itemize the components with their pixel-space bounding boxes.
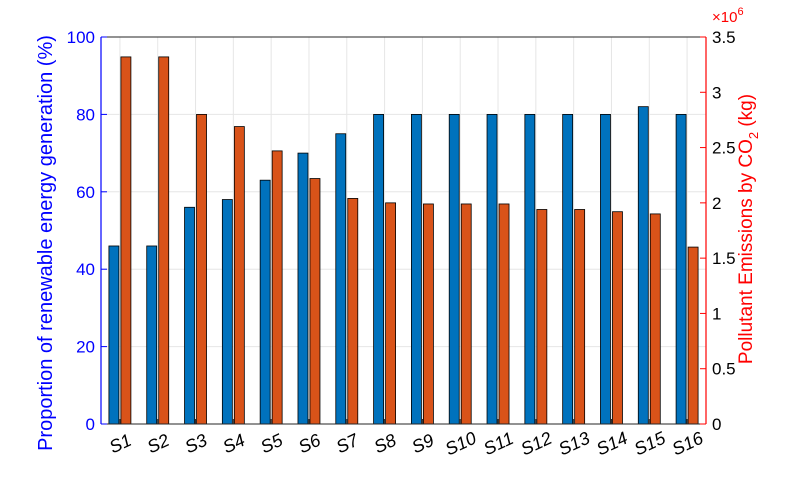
bar-renewable-S5 bbox=[259, 179, 271, 425]
bar-emissions-S3 bbox=[196, 114, 207, 425]
bar-emissions-S13 bbox=[574, 209, 586, 425]
x-tick-label: S12 bbox=[518, 428, 555, 460]
bar-emissions-S1 bbox=[120, 56, 132, 425]
x-tick-label: S9 bbox=[409, 430, 437, 457]
bar-emissions-S7 bbox=[347, 198, 359, 425]
x-tick-label: S5 bbox=[257, 429, 286, 457]
bar-renewable-S8 bbox=[373, 114, 384, 425]
x-tick-label: S6 bbox=[295, 429, 324, 457]
x-tick-label: S4 bbox=[220, 430, 248, 457]
bar-emissions-S2 bbox=[158, 56, 170, 425]
y-axis-label-right-tail: (kg) bbox=[736, 94, 757, 132]
bar-emissions-S15 bbox=[649, 213, 661, 425]
y-tick-label-right: 0.5 bbox=[712, 360, 736, 379]
bar-renewable-S9 bbox=[411, 114, 422, 425]
bar-emissions-S9 bbox=[423, 203, 434, 425]
x-tick-label: S8 bbox=[371, 430, 399, 457]
y-axis-label-right: Pollutant Emissions by CO2 (kg) bbox=[736, 94, 761, 364]
bar-emissions-S11 bbox=[498, 203, 510, 425]
axes-layer bbox=[100, 36, 707, 425]
bar-renewable-S2 bbox=[146, 245, 158, 425]
x-tick-label: S2 bbox=[144, 430, 172, 457]
bar-renewable-S16 bbox=[675, 114, 687, 425]
x-tick-label: S16 bbox=[669, 427, 707, 459]
y-tick-label-right: 1 bbox=[712, 304, 721, 323]
y-tick-label-right: 1.5 bbox=[712, 249, 736, 268]
y-axis-label-right-main: Pollutant Emissions by CO bbox=[736, 139, 757, 364]
y-tick-label-left: 40 bbox=[76, 260, 95, 279]
y-tick-label-left: 60 bbox=[76, 183, 95, 202]
bar-renewable-S10 bbox=[448, 114, 460, 425]
bar-renewable-S15 bbox=[637, 106, 649, 425]
x-tick-label: S3 bbox=[182, 430, 210, 457]
y-tick-label-left: 100 bbox=[67, 28, 95, 47]
x-tick-label: S15 bbox=[631, 427, 669, 459]
x-tick-label: S1 bbox=[106, 430, 134, 457]
bars-layer bbox=[108, 56, 699, 425]
x-tick-label: S14 bbox=[593, 428, 630, 460]
bar-renewable-S3 bbox=[184, 206, 195, 425]
bar-renewable-S11 bbox=[486, 114, 498, 425]
y-tick-label-left: 80 bbox=[76, 105, 95, 124]
y-axis-label-right-subscript: 2 bbox=[746, 132, 761, 139]
bar-emissions-S6 bbox=[309, 178, 321, 425]
bar-emissions-S10 bbox=[460, 203, 472, 425]
y-tick-label-right: 2.5 bbox=[712, 139, 736, 158]
x-tick-label: S13 bbox=[555, 428, 592, 460]
y-tick-label-right: 3 bbox=[712, 83, 721, 102]
bar-emissions-S4 bbox=[233, 126, 245, 425]
x-tick-label: S11 bbox=[480, 428, 516, 459]
bar-emissions-S14 bbox=[612, 211, 623, 425]
bar-emissions-S5 bbox=[271, 150, 283, 425]
bar-renewable-S6 bbox=[297, 152, 309, 425]
y-tick-label-right: 2 bbox=[712, 194, 721, 213]
bar-emissions-S8 bbox=[385, 202, 396, 425]
right-axis-exponent-power: 6 bbox=[737, 6, 743, 18]
bar-renewable-S12 bbox=[524, 114, 536, 425]
bar-emissions-S12 bbox=[536, 209, 548, 425]
y-tick-label-left: 20 bbox=[76, 338, 95, 357]
bar-renewable-S13 bbox=[562, 114, 574, 425]
right-axis-exponent: ×106 bbox=[712, 6, 744, 26]
right-axis-exponent-base: ×10 bbox=[712, 9, 737, 26]
y-axis-label-left: Proportion of renewable energy generatio… bbox=[35, 35, 57, 451]
bar-renewable-S14 bbox=[600, 114, 611, 425]
bar-renewable-S4 bbox=[221, 199, 233, 425]
bar-emissions-S16 bbox=[687, 246, 699, 425]
bar-renewable-S1 bbox=[108, 245, 120, 425]
x-tick-label: S10 bbox=[442, 428, 479, 460]
x-tick-label: S7 bbox=[333, 429, 362, 457]
y-tick-label-right: 3.5 bbox=[712, 28, 736, 47]
y-tick-label-right: 0 bbox=[712, 415, 721, 434]
bar-renewable-S7 bbox=[335, 133, 347, 425]
y-tick-label-left: 0 bbox=[86, 415, 95, 434]
